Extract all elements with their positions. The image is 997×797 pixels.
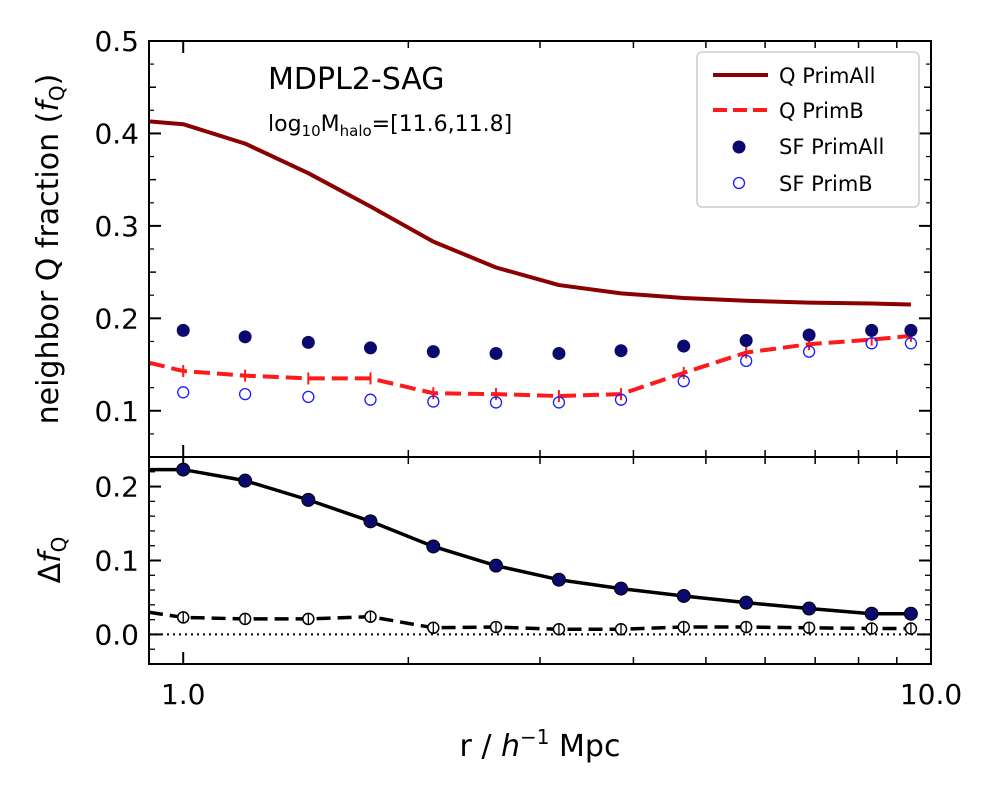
xlabel-prefix: r / xyxy=(460,729,502,764)
point-delta-primall xyxy=(176,462,191,477)
legend-frame xyxy=(696,51,920,208)
legend: Q PrimAll Q PrimB SF PrimAll SF PrimB xyxy=(696,51,920,208)
top-y-tick-label: 0.5 xyxy=(94,25,139,58)
point-sf-primall xyxy=(176,323,190,337)
top-y-tick-label: 0.1 xyxy=(94,395,139,428)
top-ylabel-sub: Q xyxy=(45,85,69,101)
bottom-ylabel-prefix: Δ xyxy=(33,562,68,583)
halo-annot-log: log xyxy=(268,112,302,137)
point-delta-primall xyxy=(489,558,504,573)
point-sf-primall xyxy=(739,334,753,348)
top-series-group xyxy=(148,119,918,409)
point-sf-primall xyxy=(552,346,566,360)
top-ylabel-prefix: neighbor Q fraction ( xyxy=(31,112,66,425)
point-sf-primb xyxy=(677,375,690,388)
top-ylabel-suffix: ) xyxy=(31,74,66,86)
xlabel-suffix: Mpc xyxy=(550,729,621,764)
point-delta-primall xyxy=(426,539,441,554)
legend-label-q-primb: Q PrimB xyxy=(779,99,864,123)
point-delta-primall xyxy=(614,581,629,596)
bottom-series-group xyxy=(148,462,918,636)
point-sf-primb xyxy=(865,337,878,350)
point-sf-primall xyxy=(904,323,918,337)
point-sf-primb xyxy=(364,393,377,406)
point-sf-primall xyxy=(802,328,816,342)
halo-annot-m: M xyxy=(321,112,340,137)
legend-label-sf-primb: SF PrimB xyxy=(779,172,873,196)
bottom-y-tick-label: 0.2 xyxy=(94,471,139,504)
bottom-y-axis-label: ΔfQ xyxy=(33,537,71,584)
legend-marker-sf-primb xyxy=(732,176,746,190)
top-y-tick-label: 0.3 xyxy=(94,210,139,243)
point-sf-primb xyxy=(904,337,918,350)
x-tick-label: 1.0 xyxy=(161,678,206,711)
point-sf-primb xyxy=(489,396,503,409)
point-delta-primall xyxy=(676,588,691,603)
point-sf-primall xyxy=(614,344,628,358)
top-y-axis-label: neighbor Q fraction (fQ) xyxy=(31,74,69,425)
point-delta-primall xyxy=(802,601,817,616)
bottom-y-tick-label: 0.1 xyxy=(94,545,139,578)
xlabel-var: h xyxy=(501,729,520,764)
point-sf-primall xyxy=(865,323,879,337)
point-delta-primall xyxy=(551,572,566,587)
point-sf-primall xyxy=(363,341,377,355)
halo-annot-log-sub: 10 xyxy=(302,122,321,140)
point-delta-primall xyxy=(238,473,253,488)
bottom-ticks: 1.0 10.0 0.0 0.1 0.2 xyxy=(94,457,962,711)
point-delta-primall xyxy=(363,514,378,529)
point-sf-primall xyxy=(489,346,503,360)
point-sf-primall xyxy=(677,339,691,353)
series-line-q-primb xyxy=(148,333,912,398)
xlabel-sup: −1 xyxy=(520,725,549,749)
top-panel: 0.1 0.2 0.3 0.4 0.5 MDPL2-SAG log10Mhalo=[11… xyxy=(31,25,932,458)
top-y-tick-label: 0.2 xyxy=(94,302,139,335)
point-sf-primb xyxy=(614,393,628,406)
x-tick-label: 10.0 xyxy=(900,678,962,711)
legend-marker-sf-primall xyxy=(732,140,746,154)
point-delta-primall xyxy=(301,492,316,507)
point-delta-primall xyxy=(903,606,918,621)
point-sf-primb xyxy=(802,345,816,358)
point-sf-primb xyxy=(238,387,252,401)
top-panel-title: MDPL2-SAG xyxy=(268,62,445,97)
point-sf-primall xyxy=(301,335,315,349)
bottom-ylabel-sub: Q xyxy=(47,537,71,553)
point-sf-primb xyxy=(427,395,440,408)
point-sf-primb xyxy=(302,390,315,404)
point-sf-primb xyxy=(177,386,190,399)
point-sf-primall xyxy=(426,345,440,359)
top-y-tick-label: 0.4 xyxy=(94,117,139,150)
series-line-q-primall xyxy=(148,119,911,307)
point-delta-primall xyxy=(739,595,754,610)
legend-label-q-primall: Q PrimAll xyxy=(779,64,875,88)
halo-annot-m-sub: halo xyxy=(340,122,372,140)
halo-mass-annotation: log10Mhalo=[11.6,11.8] xyxy=(268,112,512,140)
series-line-delta-primb xyxy=(148,610,911,632)
series-line-delta-primall xyxy=(149,467,911,616)
point-sf-primb xyxy=(552,396,566,409)
point-sf-primb xyxy=(740,354,753,368)
bottom-panel-frame xyxy=(148,456,932,665)
point-sf-primall xyxy=(238,330,252,344)
halo-annot-range: =[11.6,11.8] xyxy=(372,112,513,137)
x-axis-label: r / h−1 Mpc xyxy=(460,725,621,764)
bottom-panel: 1.0 10.0 0.0 0.1 0.2 ΔfQ r / h−1 Mpc xyxy=(33,456,962,764)
legend-label-sf-primall: SF PrimAll xyxy=(779,135,884,159)
bottom-y-tick-label: 0.0 xyxy=(94,618,139,651)
point-delta-primall xyxy=(864,606,879,621)
